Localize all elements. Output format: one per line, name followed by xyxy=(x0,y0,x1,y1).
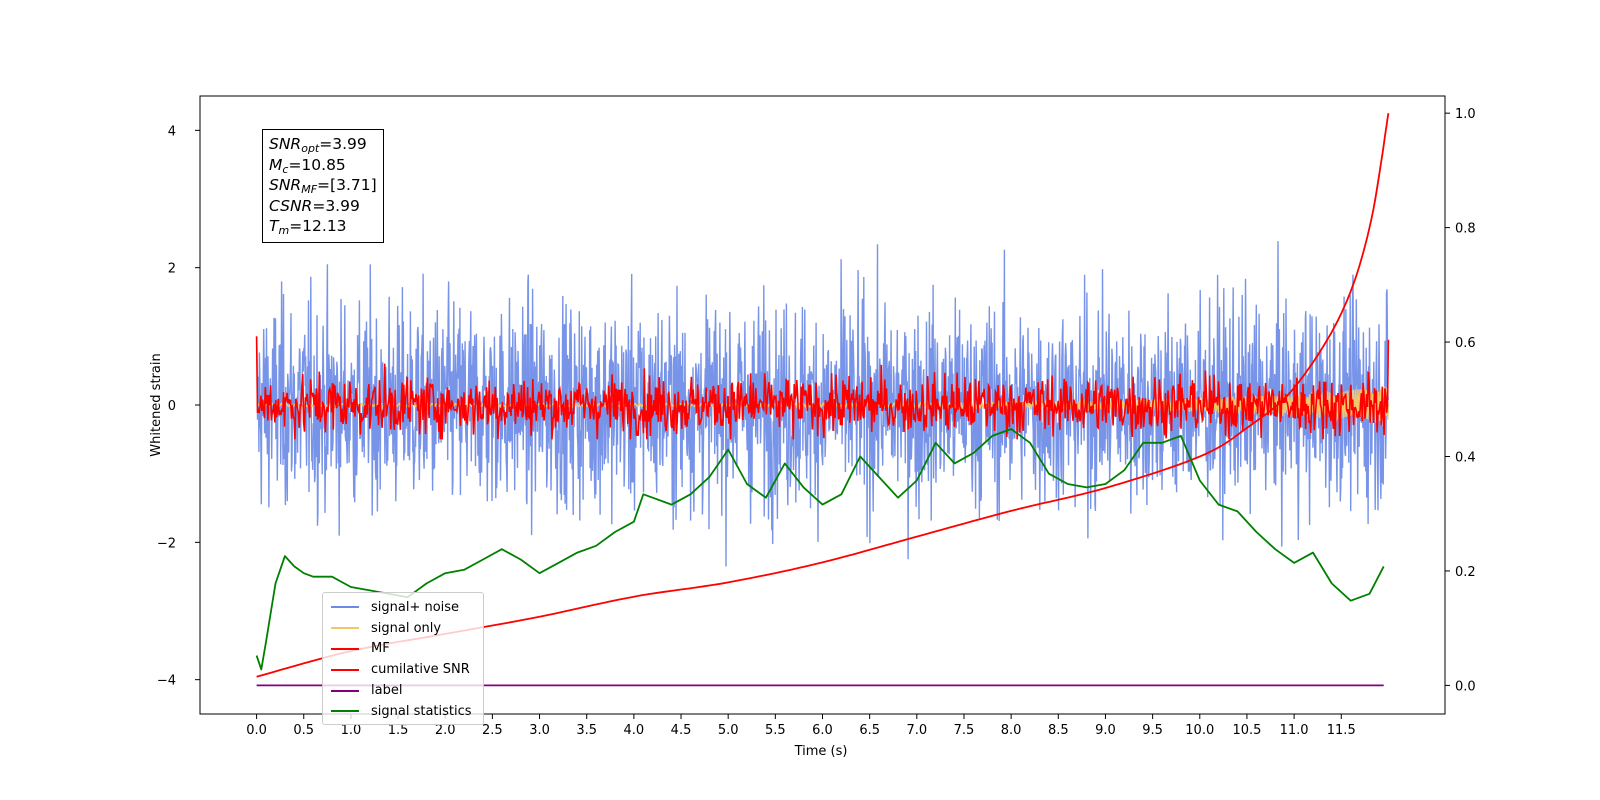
x-tick-label: 4.0 xyxy=(624,723,645,738)
x-tick-label: 9.0 xyxy=(1095,723,1116,738)
x-tick-label: 7.5 xyxy=(954,723,975,738)
x-tick-label: 3.0 xyxy=(529,723,550,738)
x-axis: 0.0 0.5 1.0 1.5 2.0 2.5 3.0 3.5 4.0 4.5 5.0 5.5 6.0 6… xyxy=(246,714,1356,738)
x-tick-label: 1.0 xyxy=(341,723,362,738)
legend-swatch xyxy=(331,668,359,671)
legend-item: cumilative SNR xyxy=(329,659,479,680)
legend-item: label xyxy=(329,680,479,701)
x-tick-label: 1.5 xyxy=(388,723,409,738)
legend-item: MF xyxy=(329,639,479,660)
x-tick-label: 6.5 xyxy=(859,723,880,738)
x-tick-label: 8.0 xyxy=(1001,723,1022,738)
y-tick-label: −2 xyxy=(157,536,176,551)
y-axis-right: 1.0 0.8 0.6 0.4 0.2 0.0 xyxy=(1445,107,1476,694)
x-tick-label: 0.5 xyxy=(293,723,314,738)
legend-swatch xyxy=(331,710,359,713)
y2-tick-label: 0.2 xyxy=(1455,565,1476,580)
x-tick-label: 0.0 xyxy=(246,723,267,738)
y-tick-label: 4 xyxy=(168,124,176,139)
y2-tick-label: 0.6 xyxy=(1455,336,1476,351)
y2-tick-label: 0.4 xyxy=(1455,451,1476,466)
x-tick-label: 2.5 xyxy=(482,723,503,738)
y2-tick-label: 1.0 xyxy=(1455,107,1476,122)
legend-item: signal statistics xyxy=(329,701,479,722)
tm-line: Tm=12.13 xyxy=(269,217,347,237)
x-tick-label: 3.5 xyxy=(576,723,597,738)
legend-swatch xyxy=(331,606,359,609)
y-axis-label: Whitened strain xyxy=(149,353,164,456)
snr-annotation-box: SNRopt=3.99 Mc=10.85 SNRMF=[3.71] CSNR=3… xyxy=(262,129,384,243)
x-tick-label: 10.0 xyxy=(1185,723,1214,738)
legend-item: signal+ noise xyxy=(329,597,479,618)
csnr-line: CSNR=3.99 xyxy=(269,196,360,215)
x-tick-label: 11.0 xyxy=(1280,723,1309,738)
legend-item: signal only xyxy=(329,618,479,639)
series-signal-noise-line xyxy=(255,241,1390,567)
y2-tick-label: 0.8 xyxy=(1455,222,1476,237)
mc-line: Mc=10.85 xyxy=(269,155,346,176)
y2-tick-label: 0.0 xyxy=(1455,679,1476,694)
legend-swatch xyxy=(331,627,359,630)
series-cumulative-snr-line xyxy=(256,113,1390,678)
x-tick-label: 5.5 xyxy=(765,723,786,738)
x-tick-label: 9.5 xyxy=(1142,723,1163,738)
x-axis-label: Time (s) xyxy=(794,744,848,759)
y-tick-label: 2 xyxy=(168,262,176,277)
x-tick-label: 2.0 xyxy=(435,723,456,738)
x-tick-label: 5.0 xyxy=(718,723,739,738)
series-mf-line xyxy=(255,336,1390,440)
snr-opt-line: SNRopt=3.99 xyxy=(269,135,367,155)
snr-mf-line: SNRMF=[3.71] xyxy=(269,176,377,196)
x-tick-label: 10.5 xyxy=(1232,723,1261,738)
chart-legend: signal+ noise signal only MF cumilative … xyxy=(322,592,484,725)
x-tick-label: 11.5 xyxy=(1327,723,1356,738)
x-tick-label: 4.5 xyxy=(671,723,692,738)
x-tick-label: 8.5 xyxy=(1048,723,1069,738)
x-tick-label: 6.0 xyxy=(812,723,833,738)
legend-swatch xyxy=(331,689,359,692)
y-tick-label: −4 xyxy=(157,674,176,689)
legend-swatch xyxy=(331,647,359,650)
x-tick-label: 7.0 xyxy=(906,723,927,738)
y-tick-label: 0 xyxy=(168,399,176,414)
y-axis-left: 4 2 0 −2 −4 xyxy=(157,124,200,689)
